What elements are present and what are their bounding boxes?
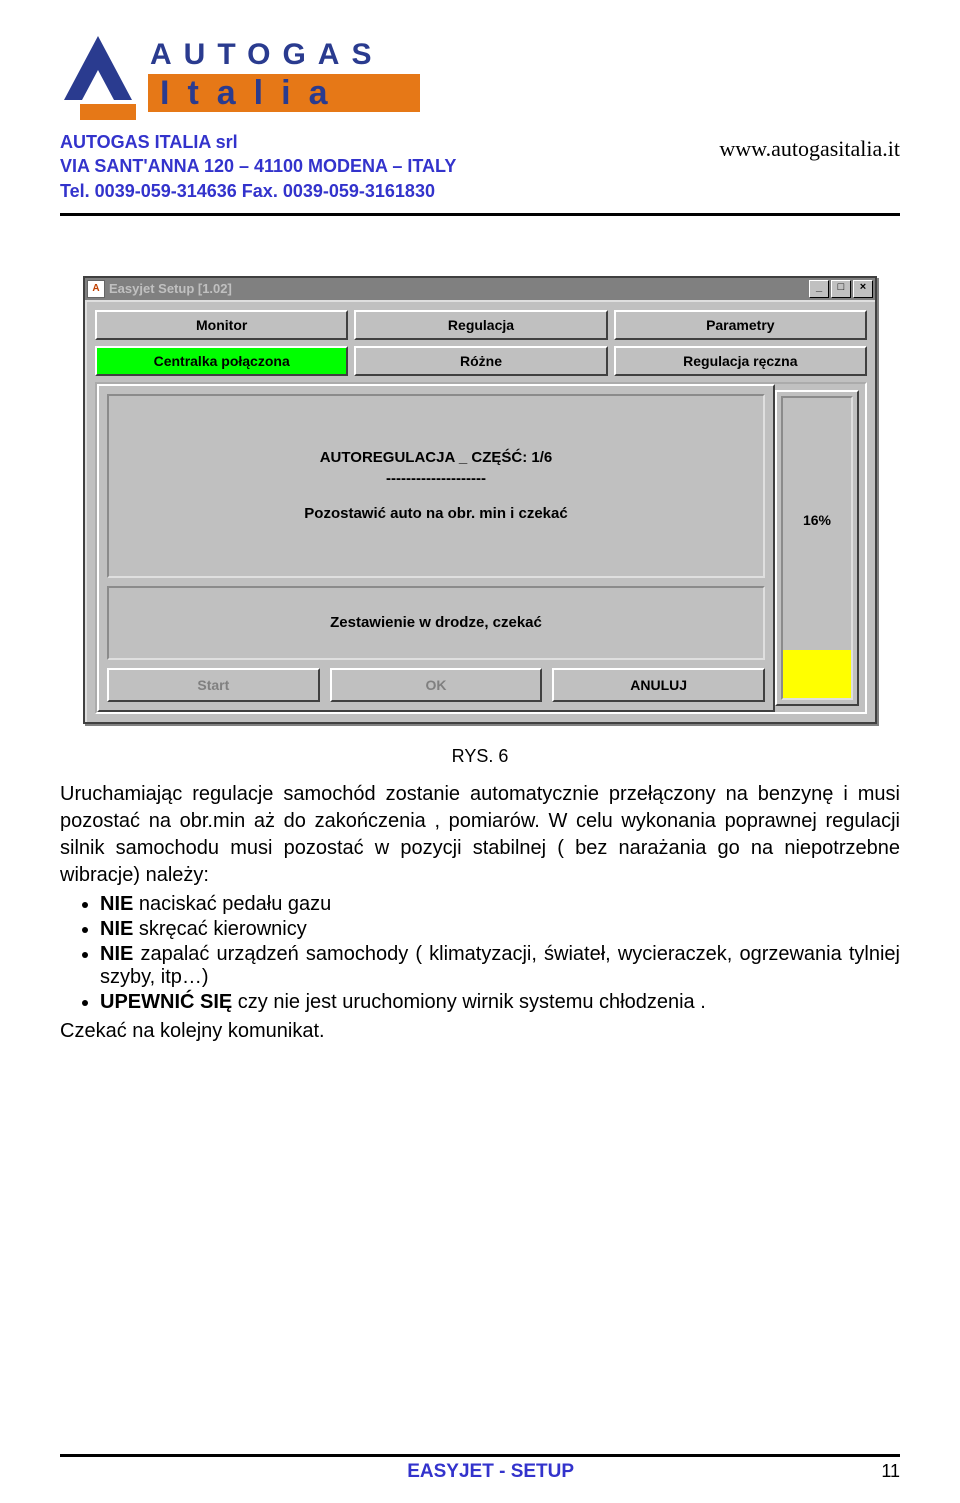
window-title: Easyjet Setup [1.02] xyxy=(109,281,809,296)
msg-divider: -------------------- xyxy=(386,470,486,487)
titlebar: A Easyjet Setup [1.02] _ □ × xyxy=(85,278,875,300)
list-item: NIE skręcać kierownicy xyxy=(100,918,900,941)
status-text: Zestawienie w drodze, czekać xyxy=(330,614,542,631)
app-icon: A xyxy=(87,280,105,298)
ok-button[interactable]: OK xyxy=(330,668,543,702)
tab-parametry[interactable]: Parametry xyxy=(614,310,867,340)
progress-gauge: 16% xyxy=(781,396,853,700)
app-window: A Easyjet Setup [1.02] _ □ × MonitorRegu… xyxy=(83,276,877,724)
bullet-list: NIE naciskać pedału gazuNIE skręcać kier… xyxy=(100,893,900,1014)
progress-label: 16% xyxy=(783,512,851,528)
maximize-button[interactable]: □ xyxy=(831,280,851,298)
message-panel: AUTOREGULACJA _ CZĘŚĆ: 1/6 -------------… xyxy=(107,394,765,578)
embedded-screenshot: A Easyjet Setup [1.02] _ □ × MonitorRegu… xyxy=(60,276,900,724)
minimize-button[interactable]: _ xyxy=(809,280,829,298)
figure-caption: RYS. 6 xyxy=(60,746,900,767)
page-number: 11 xyxy=(881,1461,900,1483)
msg-body: Pozostawić auto na obr. min i czekać xyxy=(304,505,567,522)
msg-title: AUTOREGULACJA _ CZĘŚĆ: 1/6 xyxy=(320,449,553,466)
footer-divider xyxy=(60,1454,900,1457)
start-button[interactable]: Start xyxy=(107,668,320,702)
logo-text-top: AUTOGAS xyxy=(150,38,383,71)
paragraph-1: Uruchamiając regulacje samochód zostanie… xyxy=(60,781,900,889)
list-item: NIE zapalać urządzeń samochody ( klimaty… xyxy=(100,943,900,989)
footer-title: EASYJET - SETUP xyxy=(100,1461,881,1483)
list-item: UPEWNIĆ SIĘ czy nie jest uruchomiony wir… xyxy=(100,991,900,1014)
tab-monitor[interactable]: Monitor xyxy=(95,310,348,340)
header-divider xyxy=(60,213,900,216)
logo-text-bottom: Italia xyxy=(160,74,345,112)
tab-regulacja-ręczna[interactable]: Regulacja ręczna xyxy=(614,346,867,376)
logo: AUTOGAS Italia xyxy=(60,30,420,126)
company-line3: Tel. 0039-059-314636 Fax. 0039-059-31618… xyxy=(60,179,900,203)
tab-różne[interactable]: Różne xyxy=(354,346,607,376)
status-panel: Zestawienie w drodze, czekać xyxy=(107,586,765,660)
tab-centralka-połączona[interactable]: Centralka połączona xyxy=(95,346,348,376)
list-item: NIE naciskać pedału gazu xyxy=(100,893,900,916)
progress-fill xyxy=(783,650,851,698)
close-button[interactable]: × xyxy=(853,280,873,298)
website-url: www.autogasitalia.it xyxy=(719,136,900,162)
tab-regulacja[interactable]: Regulacja xyxy=(354,310,607,340)
paragraph-2: Czekać na kolejny komunikat. xyxy=(60,1018,900,1045)
cancel-button[interactable]: ANULUJ xyxy=(552,668,765,702)
